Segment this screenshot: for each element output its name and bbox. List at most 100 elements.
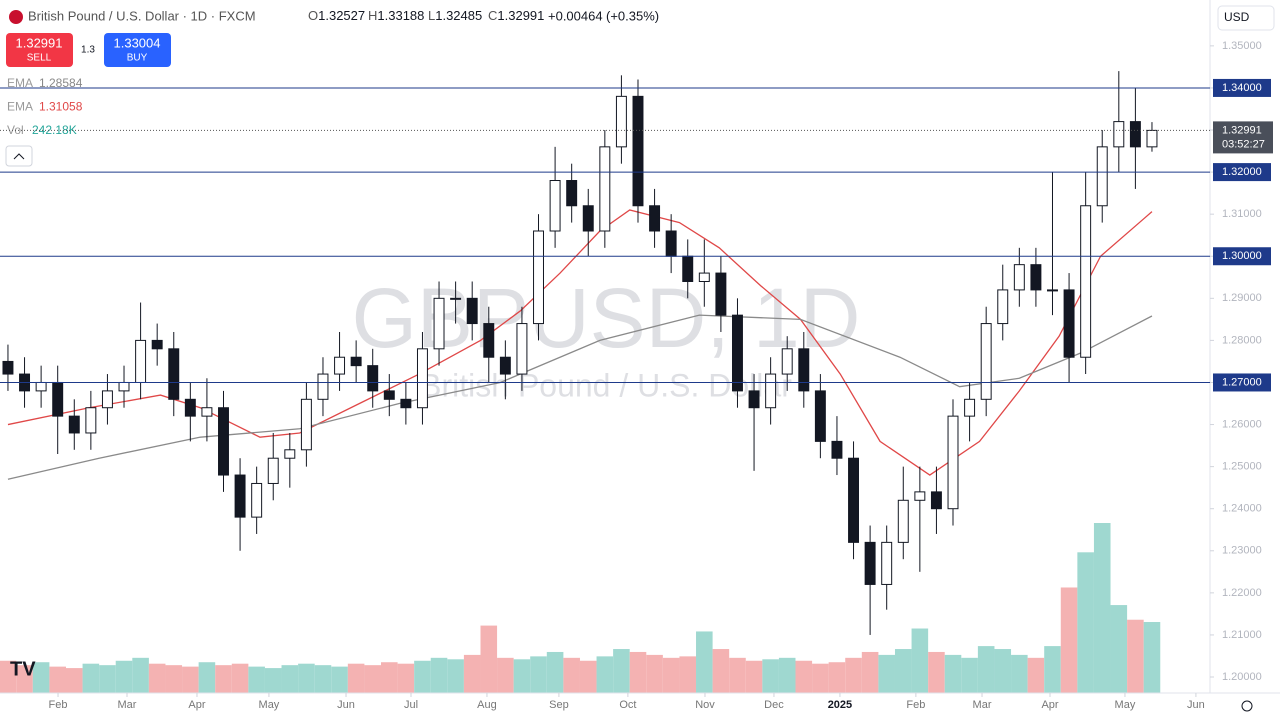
- candle-body: [350, 356, 362, 367]
- candle-body: [433, 297, 445, 350]
- candle-body: [334, 356, 346, 375]
- volume-bar: [795, 660, 813, 693]
- volume-bar: [579, 660, 597, 693]
- candle-body: [251, 482, 263, 518]
- watermark-sub: British Pound / U.S. Dollar: [420, 367, 792, 403]
- x-tick-label: May: [1115, 699, 1136, 711]
- volume-bar: [861, 651, 879, 693]
- candle-body: [781, 348, 793, 375]
- y-tick-label: 1.31000: [1222, 208, 1262, 220]
- candle-body: [698, 272, 710, 282]
- candle-body: [284, 449, 296, 459]
- close-value: 1.32991: [497, 8, 544, 23]
- volume-bar: [331, 666, 348, 693]
- volume-bar: [1060, 587, 1078, 693]
- sell-price[interactable]: 1.32991: [16, 35, 63, 50]
- volume-bar: [662, 657, 680, 693]
- volume-bar: [497, 657, 514, 693]
- candle-body: [864, 541, 876, 585]
- candle-body: [483, 323, 495, 358]
- sell-button[interactable]: [6, 33, 73, 67]
- currency[interactable]: USD: [1224, 10, 1250, 24]
- candle-body: [997, 289, 1009, 325]
- ema-line: [7, 314, 1153, 480]
- x-tick-label: Nov: [695, 699, 715, 711]
- last-price-label: 1.32991: [1222, 124, 1262, 136]
- buy-label[interactable]: BUY: [127, 53, 148, 64]
- volume-bar: [480, 625, 498, 693]
- x-tick-label: Jul: [404, 699, 418, 711]
- volume-bar: [546, 651, 564, 693]
- candle-body: [400, 398, 412, 409]
- x-tick-label: May: [259, 699, 280, 711]
- y-tick-label: 1.29000: [1222, 292, 1262, 304]
- volume-bar: [1044, 646, 1061, 693]
- candle-body: [383, 390, 395, 400]
- volume-bar: [646, 654, 663, 693]
- candle-body: [731, 314, 743, 392]
- candle-body: [897, 499, 909, 543]
- spread: 1.3: [81, 45, 95, 56]
- candle-body: [715, 272, 727, 316]
- volume-bar: [1110, 605, 1128, 693]
- volume-bar: [745, 660, 763, 693]
- sell-label[interactable]: SELL: [27, 53, 52, 64]
- x-tick-label: Aug: [477, 699, 497, 711]
- candle-body: [1146, 129, 1158, 148]
- candle-body: [68, 415, 80, 434]
- volume-bar: [629, 651, 647, 693]
- x-tick-label: 2025: [828, 699, 852, 711]
- candle-body: [632, 95, 644, 207]
- y-tick-label: 1.35000: [1222, 40, 1262, 52]
- level-tag: [1213, 373, 1271, 392]
- candle-body: [151, 339, 163, 350]
- volume-bar: [115, 660, 133, 693]
- x-tick-label: Apr: [1041, 699, 1058, 711]
- ema-line: [7, 209, 1153, 476]
- volume-bar: [132, 657, 149, 693]
- volume-bar: [231, 663, 249, 693]
- candle-body: [1129, 121, 1141, 148]
- ohlc-c: C1.32991: [488, 8, 544, 23]
- candle-body: [649, 205, 661, 232]
- indicator-value: 1.31058: [39, 100, 83, 114]
- y-tick-label: 1.21000: [1222, 629, 1262, 641]
- candle-body: [118, 381, 130, 392]
- candle-body: [615, 95, 627, 148]
- collapse-button[interactable]: [5, 145, 33, 167]
- candle-body: [201, 407, 213, 417]
- volume-bar: [977, 646, 995, 693]
- candle-body: [234, 474, 246, 518]
- candle-body: [85, 407, 97, 434]
- currency-button[interactable]: [1217, 5, 1275, 31]
- high-value: 1.33188: [377, 8, 424, 23]
- candle-body: [599, 146, 611, 232]
- volume-bar: [65, 668, 83, 693]
- y-tick-label: 1.26000: [1222, 418, 1262, 430]
- low-value: 1.32485: [435, 8, 482, 23]
- settings-icon[interactable]: [1241, 700, 1253, 712]
- volume-bar: [1077, 552, 1094, 693]
- candle-body: [814, 390, 826, 442]
- change-pct: (+0.35%): [606, 8, 659, 23]
- volume-bar: [994, 649, 1012, 693]
- candle-body: [317, 373, 329, 400]
- y-tick-label: 1.23000: [1222, 545, 1262, 557]
- buy-button[interactable]: [104, 33, 171, 67]
- x-tick-label: Apr: [188, 699, 205, 711]
- volume-bar: [729, 657, 746, 693]
- candle-body: [218, 407, 229, 476]
- volume-bar: [961, 657, 978, 693]
- ohlc-l: L1.32485: [428, 8, 482, 23]
- logo: TV: [10, 658, 36, 680]
- volume-bar: [911, 628, 929, 693]
- volume-bar: [1143, 622, 1161, 693]
- candle-body: [499, 356, 511, 375]
- volume-bar: [679, 656, 697, 693]
- x-tick-label: Mar: [973, 699, 992, 711]
- ohlc-o: O1.32527: [308, 8, 365, 23]
- buy-price[interactable]: 1.33004: [114, 35, 161, 50]
- volume-bar: [165, 665, 183, 693]
- ohlc-h: H1.33188: [368, 8, 424, 23]
- x-tick-label: Dec: [764, 699, 784, 711]
